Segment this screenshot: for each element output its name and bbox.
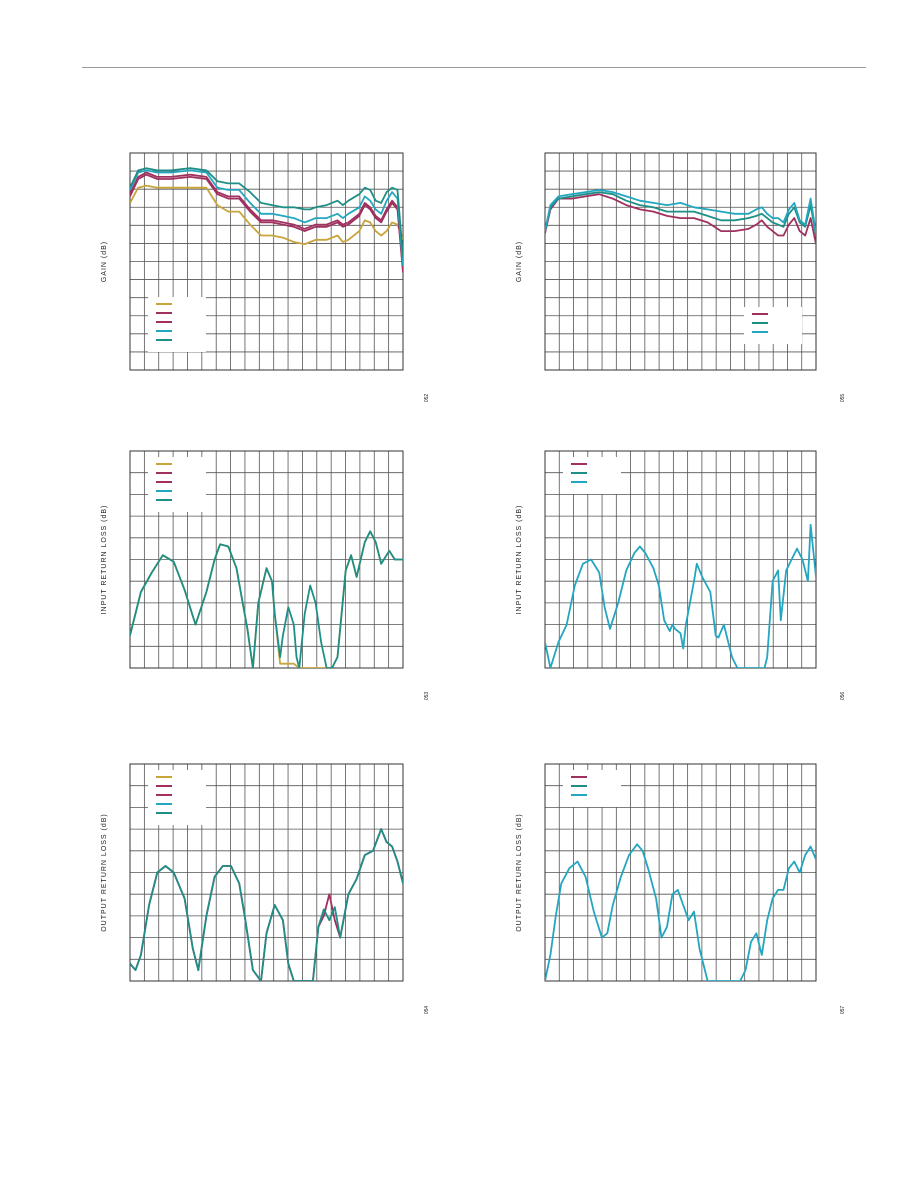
legend-box	[148, 457, 206, 512]
figure-number: 056	[840, 692, 846, 701]
output-return-loss-chart-right: OUTPUT RETURN LOSS (dB) 057	[516, 763, 846, 1015]
legend-box	[744, 307, 802, 344]
plot-frame	[544, 763, 817, 982]
series-line-2	[130, 530, 403, 668]
figure-number: 052	[424, 394, 430, 403]
gain-chart-right: GAIN (dB) 055	[516, 152, 846, 403]
series-line-1	[130, 828, 403, 981]
y-axis-label: OUTPUT RETURN LOSS (dB)	[516, 813, 523, 932]
header-rule	[82, 67, 866, 68]
figure-number: 055	[840, 394, 846, 403]
series-line-2	[545, 191, 816, 236]
legend-box	[148, 297, 206, 352]
legend	[744, 307, 802, 344]
plot-frame	[544, 152, 817, 371]
legend-box	[563, 770, 621, 807]
series-line-2	[130, 173, 403, 273]
series-line-1	[545, 193, 816, 245]
series-line-1	[545, 843, 816, 981]
series-line-4	[130, 169, 403, 266]
y-axis-label: OUTPUT RETURN LOSS (dB)	[101, 813, 108, 932]
series-line-3	[130, 171, 403, 269]
output-return-loss-chart-left: OUTPUT RETURN LOSS (dB) 054	[101, 763, 430, 1015]
y-axis-label: GAIN (dB)	[101, 241, 108, 282]
figure-number: 057	[840, 1006, 846, 1015]
legend	[148, 770, 206, 825]
legend	[148, 297, 206, 352]
input-return-loss-chart-right: INPUT RETURN LOSS (dB) 056	[516, 450, 846, 701]
series-line-1	[545, 523, 816, 668]
legend-box	[563, 457, 621, 494]
gain-chart-left: GAIN (dB) 052	[101, 152, 430, 403]
series-line-2	[130, 828, 403, 981]
legend-box	[148, 770, 206, 825]
plot-frame	[544, 450, 817, 669]
series-line-1	[130, 184, 403, 245]
legend	[563, 457, 621, 494]
figure-number: 054	[424, 1006, 430, 1015]
y-axis-label: INPUT RETURN LOSS (dB)	[516, 505, 523, 615]
y-axis-label: INPUT RETURN LOSS (dB)	[101, 505, 108, 615]
grid	[545, 153, 816, 370]
y-axis-label: GAIN (dB)	[516, 241, 523, 282]
figure-number: 053	[424, 692, 430, 701]
input-return-loss-chart-left: INPUT RETURN LOSS (dB) 053	[101, 450, 430, 701]
legend	[148, 457, 206, 512]
plot-frame	[129, 763, 404, 982]
legend	[563, 770, 621, 807]
series-line-5	[130, 167, 403, 258]
series-line-3	[545, 189, 816, 234]
